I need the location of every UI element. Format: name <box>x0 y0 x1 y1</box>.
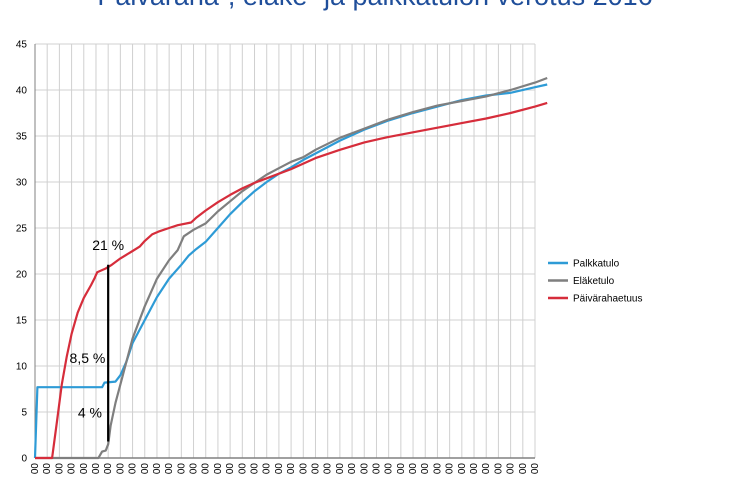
legend-label: Eläketulo <box>573 276 615 287</box>
series-lines <box>33 76 548 460</box>
y-tick-label: 10 <box>16 362 28 373</box>
x-tick-label: 00 <box>79 463 90 475</box>
y-tick-label: 40 <box>16 86 28 97</box>
series-line-3 <box>35 101 548 460</box>
y-tick-label: 0 <box>21 454 27 465</box>
x-tick-label: 00 <box>201 463 212 475</box>
x-tick-labels: 00 00 00 00 00 00 00 00 00 00 00 00 00 00 00 00 00 00 00 00… <box>30 463 541 475</box>
x-tick-label: 00 <box>176 463 187 475</box>
x-tick-label: 00 <box>140 463 151 475</box>
x-tick-label: 00 <box>54 463 65 475</box>
x-tick-label: 00 <box>286 463 297 475</box>
x-tick-label: 00 <box>493 463 504 475</box>
y-tick-label: 5 <box>21 408 27 419</box>
y-tick-label: 20 <box>16 270 28 281</box>
x-tick-label: 00 <box>152 463 163 475</box>
annotation-label: 4 % <box>78 405 102 421</box>
x-tick-label: 00 <box>42 463 53 475</box>
x-tick-label: 00 <box>30 463 41 475</box>
annotations: 21 % 8,5 % 4 % <box>70 237 124 442</box>
x-tick-label: 00 <box>432 463 443 475</box>
x-tick-label: 00 <box>298 463 309 475</box>
x-tick-label: 00 <box>213 463 224 475</box>
y-tick-label: 25 <box>16 224 28 235</box>
series-line-2 <box>35 76 548 460</box>
x-tick-label: 00 <box>445 463 456 475</box>
x-tick-label: 00 <box>91 463 102 475</box>
y-tick-label: 45 <box>16 40 28 51</box>
x-tick-label: 00 <box>103 463 114 475</box>
y-tick-label: 30 <box>16 178 28 189</box>
x-tick-label: 00 <box>323 463 334 475</box>
x-tick-label: 00 <box>225 463 236 475</box>
x-tick-label: 00 <box>164 463 175 475</box>
y-tick-label: 35 <box>16 132 28 143</box>
y-tick-labels: 0 5 10 15 20 25 30 35 40 45 <box>16 40 28 465</box>
x-tick-label: 00 <box>469 463 480 475</box>
chart-title: Päiväraha-, eläke- ja palkkatulon verotu… <box>0 0 750 12</box>
x-tick-label: 00 <box>237 463 248 475</box>
x-tick-label: 00 <box>530 463 541 475</box>
x-tick-label: 00 <box>67 463 78 475</box>
legend-label: Palkkatulo <box>573 259 620 270</box>
x-tick-label: 00 <box>335 463 346 475</box>
y-tick-label: 15 <box>16 316 28 327</box>
x-tick-label: 00 <box>274 463 285 475</box>
x-tick-label: 00 <box>408 463 419 475</box>
x-tick-label: 00 <box>371 463 382 475</box>
axes <box>34 44 535 459</box>
x-tick-label: 00 <box>310 463 321 475</box>
x-tick-label: 00 <box>262 463 273 475</box>
annotation-label: 8,5 % <box>70 350 106 366</box>
x-tick-label: 00 <box>457 463 468 475</box>
x-tick-label: 00 <box>396 463 407 475</box>
x-tick-label: 00 <box>481 463 492 475</box>
x-tick-label: 00 <box>128 463 139 475</box>
legend: Palkkatulo Eläketulo Päivärahaetuus <box>548 259 643 305</box>
x-tick-label: 00 <box>420 463 431 475</box>
x-tick-label: 00 <box>359 463 370 475</box>
x-tick-label: 00 <box>250 463 261 475</box>
x-tick-label: 00 <box>384 463 395 475</box>
x-tick-label: 00 <box>506 463 517 475</box>
x-tick-label: 00 <box>347 463 358 475</box>
x-tick-label: 00 <box>115 463 126 475</box>
legend-label: Päivärahaetuus <box>573 294 643 305</box>
x-tick-label: 00 <box>518 463 529 475</box>
x-tick-label: 00 <box>189 463 200 475</box>
annotation-label: 21 % <box>92 237 124 253</box>
